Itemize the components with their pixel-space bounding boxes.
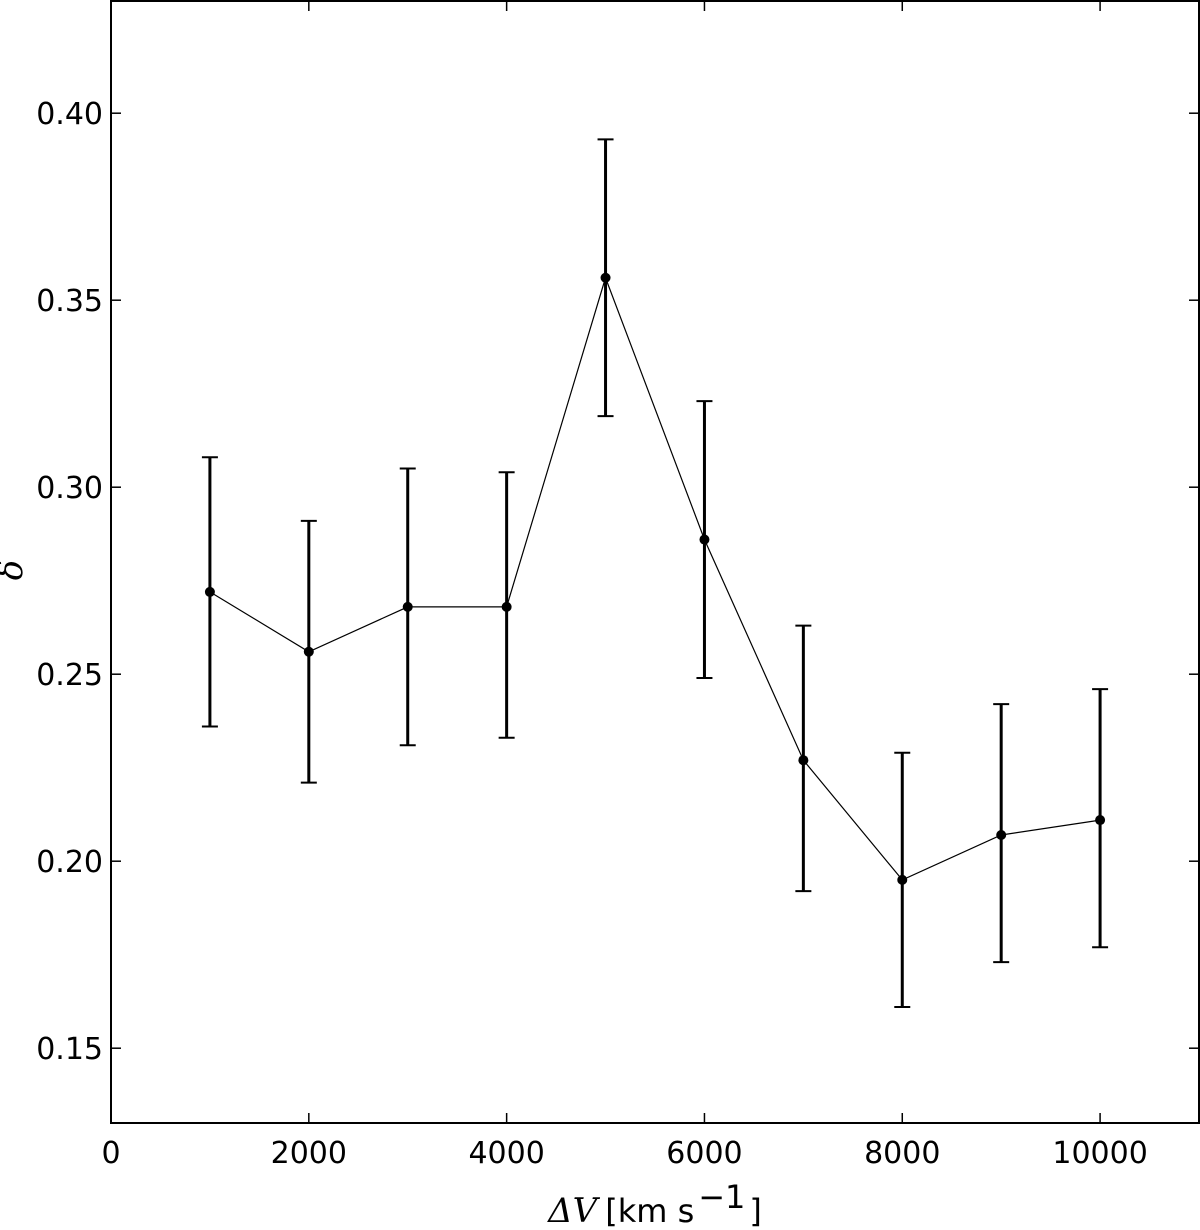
series-line — [209, 275, 1101, 881]
y-tick-label: 0.25 — [36, 658, 103, 693]
data-point — [897, 874, 908, 885]
x-axis-unit-close: ] — [749, 1192, 761, 1230]
x-axis-unit: [km s — [605, 1192, 694, 1230]
data-point — [600, 272, 611, 283]
data-point — [996, 830, 1007, 841]
data-point — [204, 586, 215, 597]
x-tick-label: 0 — [101, 1136, 120, 1171]
x-axis-label: ΔV [km s −1 ] — [546, 1178, 762, 1230]
data-point — [402, 601, 413, 612]
data-point — [798, 755, 809, 766]
x-tick-label: 8000 — [864, 1136, 940, 1171]
data-series — [201, 138, 1109, 1009]
x-axis-symbol: ΔV — [546, 1191, 601, 1230]
data-point — [501, 601, 512, 612]
x-axis-ticks: 0 2000 4000 6000 8000 10000 — [101, 1, 1148, 1171]
plot-area — [110, 0, 1200, 1124]
x-tick-label: 4000 — [468, 1136, 544, 1171]
data-point — [699, 534, 710, 545]
data-point — [303, 646, 314, 657]
y-tick-label: 0.20 — [36, 845, 103, 880]
data-point — [1095, 815, 1106, 826]
y-axis-label: δ — [0, 560, 31, 580]
x-tick-label: 6000 — [666, 1136, 742, 1171]
x-tick-label: 10000 — [1052, 1136, 1147, 1171]
y-tick-label: 0.30 — [36, 471, 103, 506]
y-tick-label: 0.40 — [36, 97, 103, 132]
y-tick-label: 0.15 — [36, 1032, 103, 1067]
y-tick-label: 0.35 — [36, 284, 103, 319]
x-tick-label: 2000 — [271, 1136, 347, 1171]
x-axis-unit-exponent: −1 — [698, 1178, 745, 1216]
y-axis-ticks: 0.15 0.20 0.25 0.30 0.35 0.40 — [36, 97, 1199, 1067]
